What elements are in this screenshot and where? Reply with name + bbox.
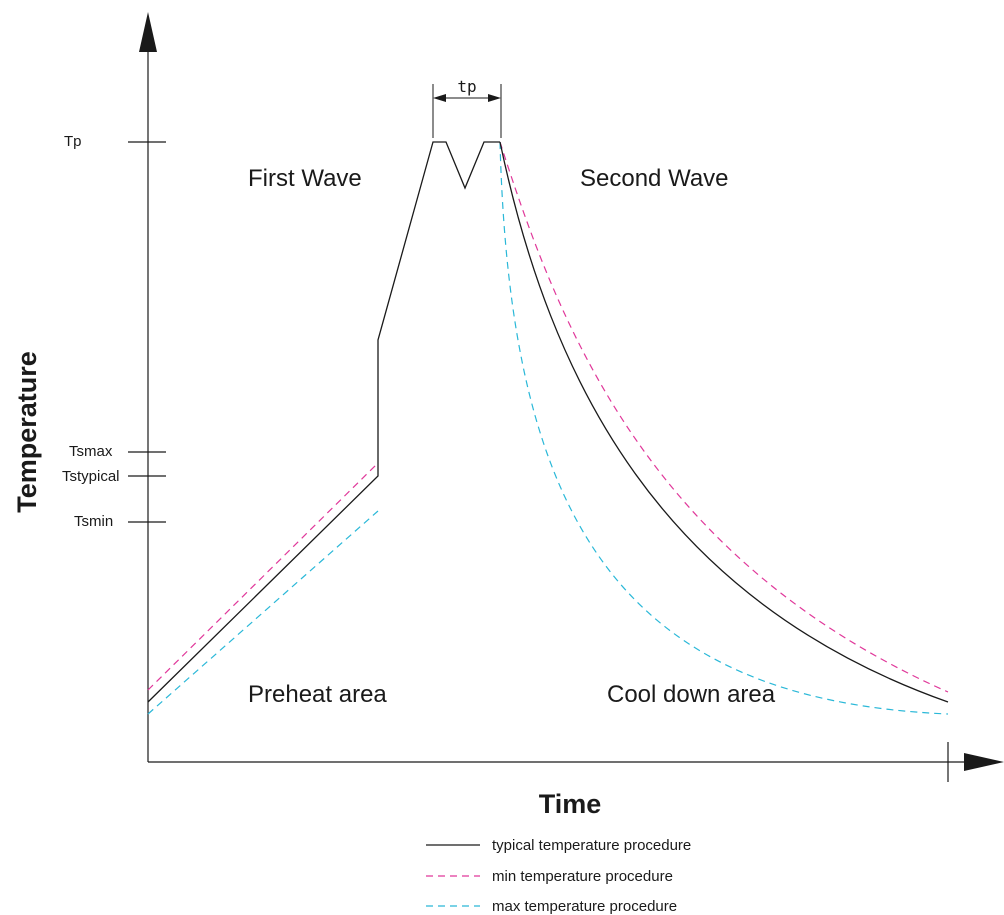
y-axis-title: Temperature [12, 351, 42, 513]
tp-dim-arrow-right [488, 94, 501, 102]
legend-item-min: min temperature procedure [426, 868, 673, 885]
typical-cooldown-curve [499, 141, 949, 703]
max-cooldown-curve [499, 141, 949, 715]
zone-label-cool-down: Cool down area [607, 681, 776, 708]
min-cooldown-curve [499, 141, 949, 693]
tp-dim-arrow-left [433, 94, 446, 102]
tick-label-tsmax: Tsmax [69, 443, 113, 460]
x-axis-title: Time [539, 789, 602, 819]
min-preheat-curve [147, 462, 379, 691]
typical-temperature-curve [147, 141, 500, 703]
x-axis-arrow [964, 753, 1004, 771]
tick-label-tp: Tp [64, 133, 82, 150]
legend-label-typical: typical temperature procedure [492, 837, 691, 854]
legend-label-min: min temperature procedure [492, 868, 673, 885]
zone-label-preheat: Preheat area [248, 681, 387, 708]
tick-label-tsmin: Tsmin [74, 513, 113, 530]
y-axis-arrow [139, 12, 157, 52]
tick-label-tstypical: Tstypical [62, 468, 120, 485]
zone-label-first-wave: First Wave [248, 165, 362, 192]
legend-label-max: max temperature procedure [492, 898, 677, 915]
max-preheat-curve [147, 510, 379, 715]
legend-item-max: max temperature procedure [426, 898, 677, 915]
legend-item-typical: typical temperature procedure [426, 837, 691, 854]
zone-label-second-wave: Second Wave [580, 165, 729, 192]
tp-dimension-label: tp [457, 77, 476, 96]
legend: typical temperature procedure min temper… [426, 837, 691, 915]
